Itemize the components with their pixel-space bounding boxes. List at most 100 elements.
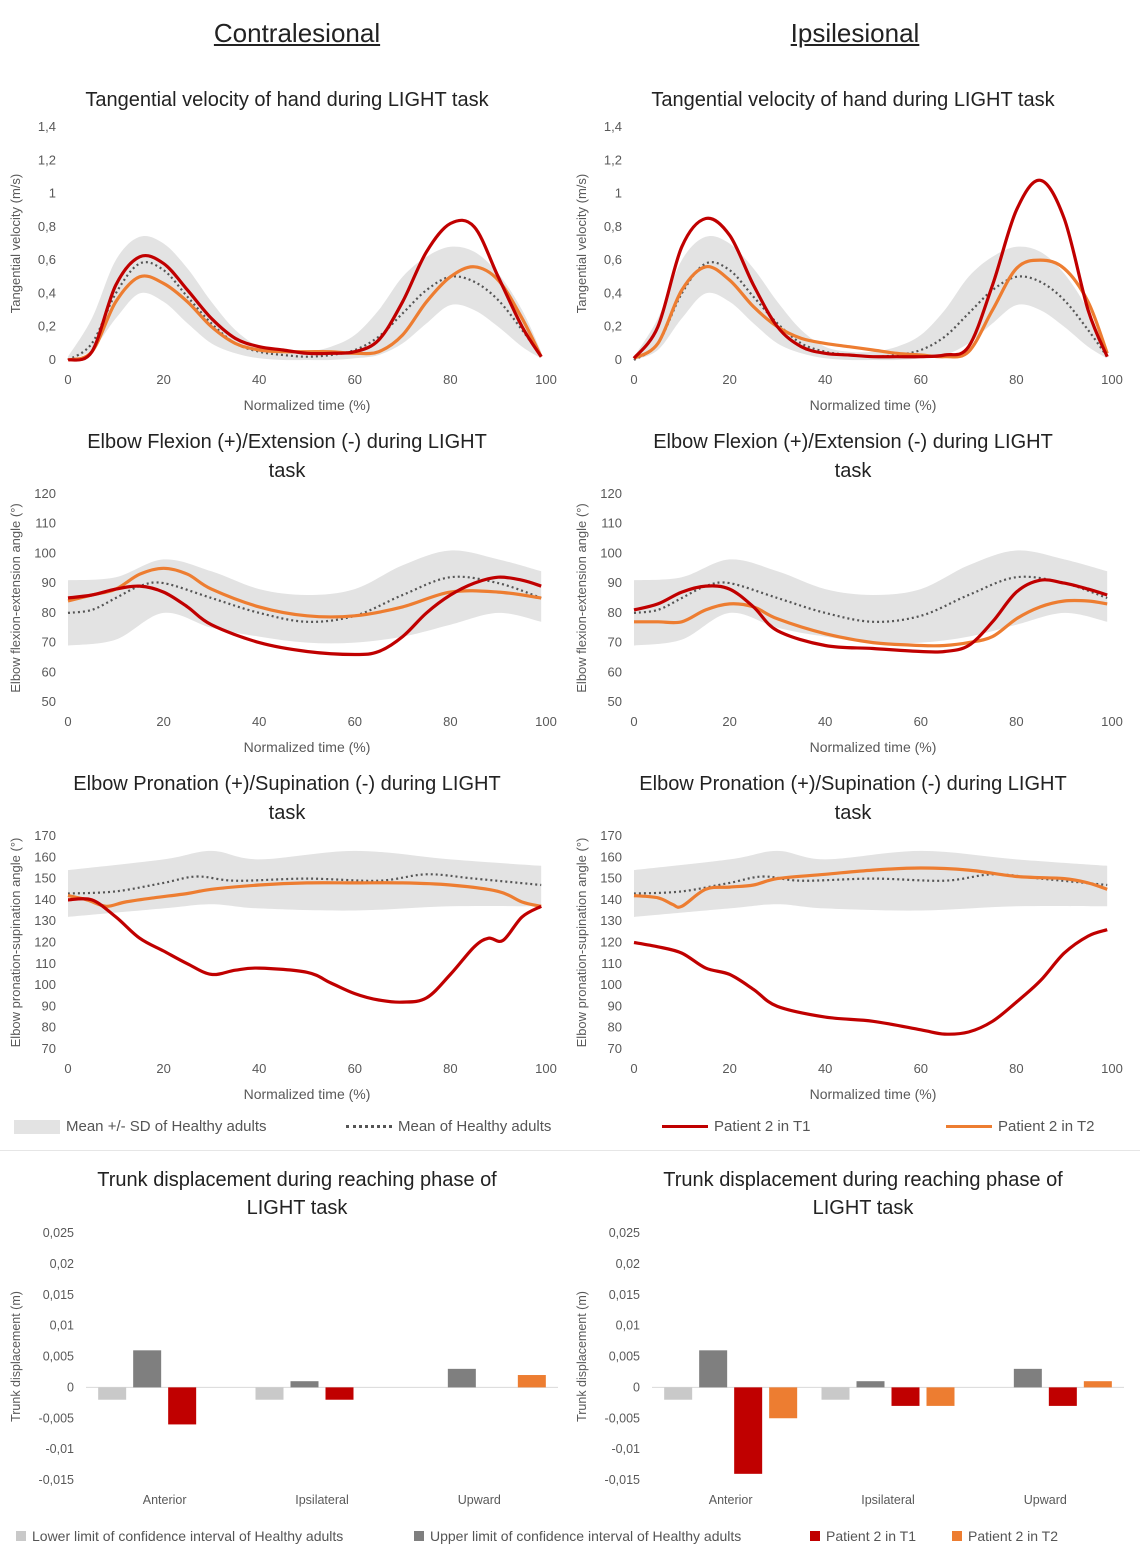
y-tick-label: 90 (608, 575, 622, 590)
chart-title: Tangential velocity of hand during LIGHT… (651, 89, 1055, 111)
y-axis-label: Tangential velocity (m/s) (574, 174, 589, 313)
chart-title: Trunk displacement during reaching phase… (97, 1169, 497, 1191)
y-tick-label: 70 (608, 1041, 622, 1056)
y-tick-label: 100 (34, 545, 56, 560)
x-tick-label: 0 (630, 372, 637, 387)
y-tick-label: 70 (42, 1041, 56, 1056)
x-tick-label: 40 (818, 372, 832, 387)
x-tick-label: 20 (722, 1061, 736, 1076)
bar-patient-t1 (1048, 1387, 1077, 1406)
mean-line (633, 575, 1108, 623)
x-axis-label: Normalized time (%) (810, 739, 937, 755)
x-axis-label: Normalized time (%) (244, 1086, 371, 1102)
bar-patient-t2 (1083, 1381, 1112, 1388)
chart-title: Elbow Flexion (+)/Extension (-) during L… (653, 431, 1053, 453)
y-tick-label: 100 (600, 545, 622, 560)
x-tick-label: 60 (348, 714, 362, 729)
y-tick-label: 0,01 (616, 1319, 640, 1333)
y-tick-label: 0,025 (609, 1226, 640, 1240)
y-tick-label: 0 (49, 352, 56, 367)
bar-upper-ci (1013, 1368, 1042, 1388)
x-tick-label: 20 (722, 714, 736, 729)
chart-flexion-ipsilesional: Elbow Flexion (+)/Extension (-) during L… (572, 424, 1134, 764)
y-tick-label: 110 (601, 956, 622, 971)
chart-svg: Tangential velocity of hand during LIGHT… (574, 89, 1123, 413)
chart-title: task (269, 460, 307, 482)
y-tick-label: 0,02 (50, 1257, 74, 1271)
sd-band (634, 235, 1108, 361)
x-tick-label: 0 (64, 1061, 71, 1076)
x-tick-label: 80 (443, 714, 457, 729)
x-tick-label: 60 (348, 372, 362, 387)
chart-title: task (269, 802, 307, 824)
chart-title: Elbow Pronation (+)/Supination (-) durin… (639, 773, 1066, 795)
bar-upper-ci (447, 1368, 476, 1388)
chart-title: task (835, 460, 873, 482)
y-tick-label: 0,8 (38, 219, 56, 234)
y-tick-label: 1,2 (38, 152, 56, 167)
bar-patient-t1 (325, 1387, 354, 1400)
category-label: Ipsilateral (295, 1493, 349, 1507)
bar-patient-t1 (734, 1387, 763, 1474)
chart-title: Tangential velocity of hand during LIGHT… (85, 89, 489, 111)
x-tick-label: 100 (535, 1061, 557, 1076)
chart-flexion-contralesional: Elbow Flexion (+)/Extension (-) during L… (6, 424, 568, 764)
patient-t2-line (633, 866, 1108, 909)
x-tick-label: 20 (156, 714, 170, 729)
y-tick-label: 170 (34, 828, 56, 843)
y-tick-label: 1,2 (604, 152, 622, 167)
y-axis-label: Elbow flexion-extension angle (°) (8, 503, 23, 692)
y-tick-label: 140 (34, 892, 56, 907)
bar-patient-t2 (769, 1387, 798, 1419)
y-tick-label: -0,01 (612, 1442, 641, 1456)
line-legend: Mean +/- SD of Healthy adults Mean of He… (0, 1108, 1140, 1148)
y-tick-label: 150 (34, 871, 56, 886)
y-tick-label: 120 (600, 935, 622, 950)
chart-svg: Trunk displacement during reaching phase… (575, 1169, 1124, 1507)
legend-t2-label: Patient 2 in T2 (998, 1118, 1095, 1135)
bar-upper-ci (290, 1381, 319, 1388)
y-tick-label: 0 (633, 1380, 640, 1394)
x-tick-label: 60 (348, 1061, 362, 1076)
x-tick-label: 100 (1101, 714, 1123, 729)
y-tick-label: 80 (608, 605, 622, 620)
y-tick-label: 100 (34, 977, 56, 992)
y-tick-label: 80 (42, 1020, 56, 1035)
x-tick-label: 40 (818, 714, 832, 729)
y-tick-label: 140 (600, 892, 622, 907)
y-tick-label: 0,4 (604, 285, 622, 300)
patient-t1-line (633, 578, 1108, 654)
x-tick-label: 0 (630, 714, 637, 729)
legend-upper-label: Upper limit of confidence interval of He… (430, 1528, 742, 1544)
y-tick-label: 70 (608, 635, 622, 650)
chart-title: task (835, 802, 873, 824)
x-tick-label: 40 (252, 1061, 266, 1076)
y-tick-label: 120 (600, 486, 622, 501)
legend-mean: Mean of Healthy adults (346, 1118, 551, 1135)
bar-lower-ci (664, 1387, 693, 1400)
category-label: Ipsilateral (861, 1493, 915, 1507)
patient-t2-line (634, 598, 1108, 648)
legend-upper: Upper limit of confidence interval of He… (414, 1528, 741, 1544)
y-axis-label: Trunk displacement (m) (9, 1291, 23, 1422)
bar-lower-ci (821, 1387, 850, 1400)
category-label: Upward (1024, 1493, 1067, 1507)
y-tick-label: -0,005 (39, 1411, 74, 1425)
x-tick-label: 20 (722, 372, 736, 387)
chart-velocity-contralesional: Tangential velocity of hand during LIGHT… (6, 82, 568, 422)
chart-title: LIGHT task (813, 1197, 915, 1219)
bar-upper-ci (133, 1350, 162, 1388)
y-tick-label: -0,015 (39, 1473, 74, 1487)
y-tick-label: 1 (49, 186, 56, 201)
patient-t2-line (67, 881, 542, 908)
y-tick-label: 120 (34, 486, 56, 501)
y-tick-label: 0,015 (43, 1288, 74, 1302)
x-tick-label: 60 (914, 714, 928, 729)
y-tick-label: 0,2 (38, 319, 56, 334)
bar-patient-t1 (891, 1387, 920, 1406)
category-label: Anterior (709, 1493, 753, 1507)
y-tick-label: 90 (42, 575, 56, 590)
bar-patient-t1 (168, 1387, 197, 1425)
bar-lower-ci (255, 1387, 284, 1400)
y-tick-label: 0,005 (609, 1350, 640, 1364)
